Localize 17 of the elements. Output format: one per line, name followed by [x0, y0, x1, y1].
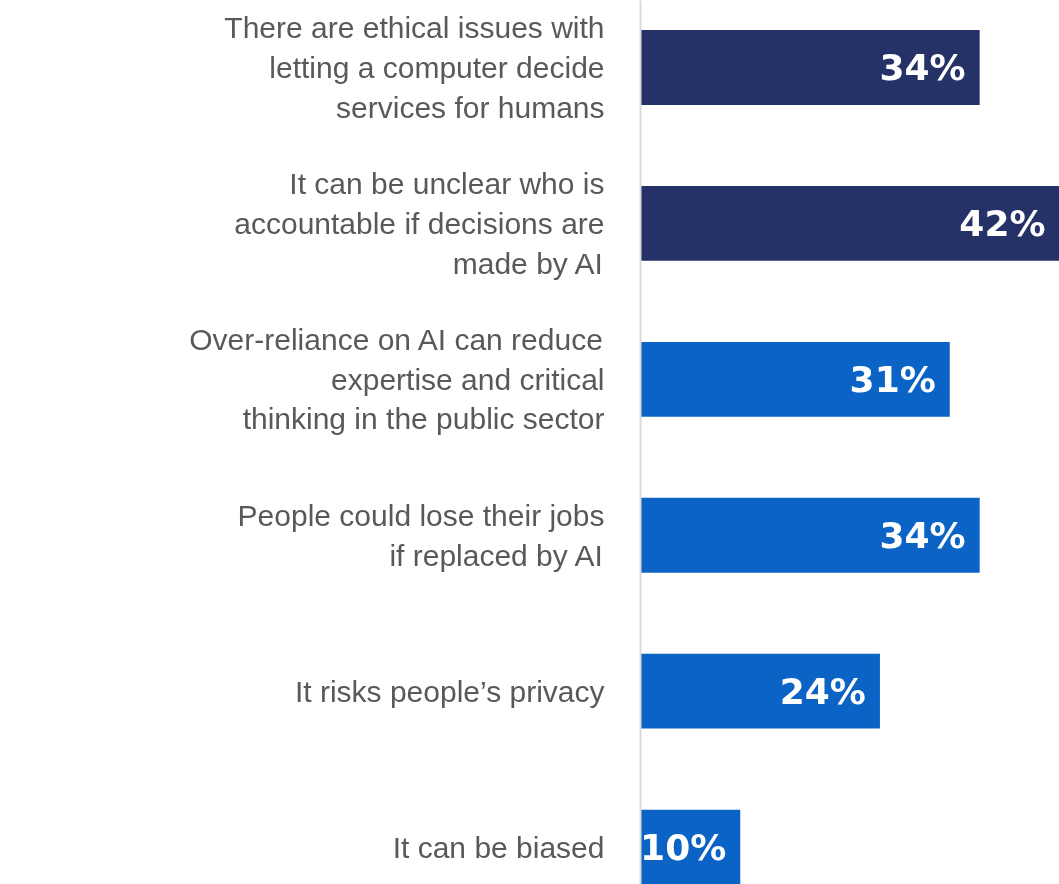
y-tick-label: It can be biased: [392, 830, 605, 864]
bar: [640, 341, 950, 417]
data-label: 10%: [640, 826, 727, 868]
y-tick-label: There are ethical issues with letting a computer decide services for humans: [224, 11, 605, 124]
y-tick-label: Over-reliance on AI can reduce expertise and critical thinking in the public sector: [189, 323, 605, 436]
y-tick-label: It risks people’s privacy: [294, 674, 605, 708]
y-tick-label: It can be unclear who is accountable if decisions are made by AI: [234, 167, 605, 280]
y-tick-label: People could lose their jobs if replaced by AI: [237, 498, 605, 572]
bar: [640, 653, 880, 729]
data-label: 42%: [959, 202, 1046, 244]
bar: [640, 30, 980, 105]
data-label: 24%: [779, 670, 866, 712]
data-label: 31%: [849, 358, 936, 400]
bar: [640, 186, 1059, 261]
data-label: 34%: [879, 47, 966, 89]
bar: [640, 497, 980, 573]
data-label: 34%: [879, 514, 966, 556]
